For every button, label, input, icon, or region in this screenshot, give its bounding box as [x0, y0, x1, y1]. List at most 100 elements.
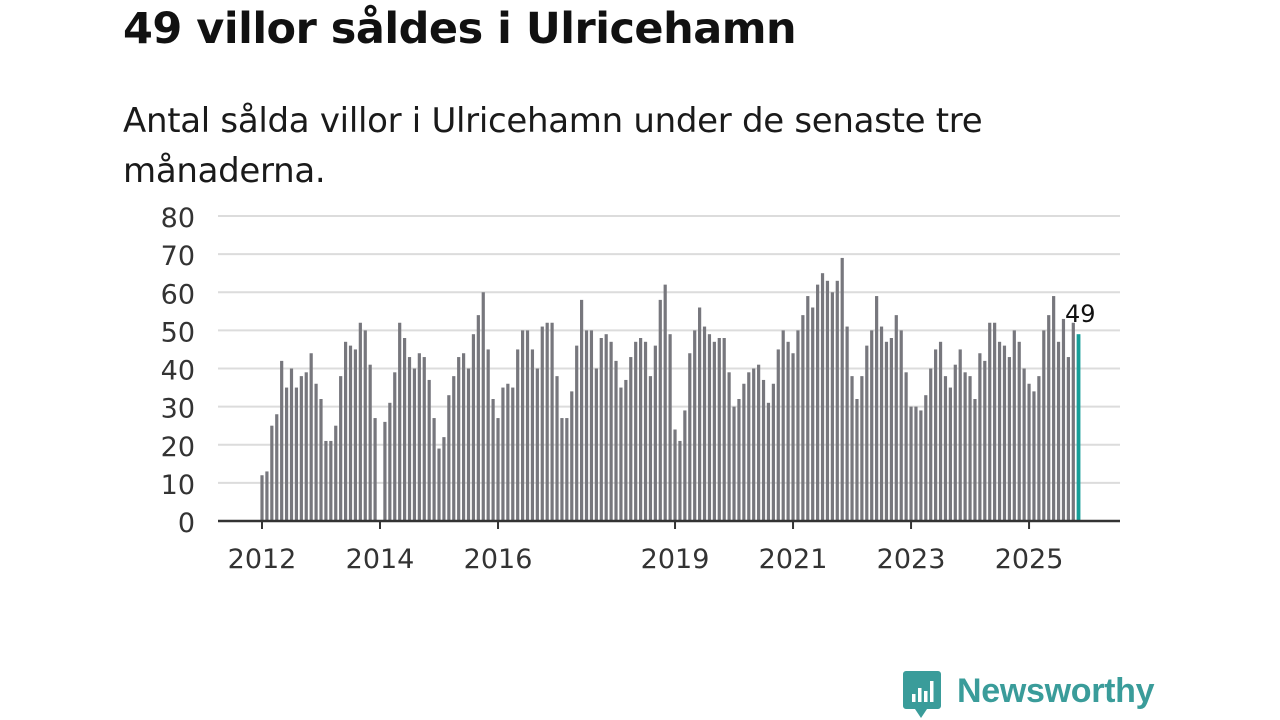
bar: [786, 341, 790, 521]
bar: [870, 330, 874, 522]
bar: [914, 406, 918, 522]
bar: [570, 391, 574, 522]
bar: [599, 338, 603, 521]
bar: [501, 387, 505, 521]
bar: [393, 372, 397, 521]
y-tick-label: 60: [161, 279, 195, 310]
y-tick-label: 0: [178, 508, 195, 539]
bar: [604, 334, 608, 521]
bar: [879, 326, 884, 521]
bar-chart: 0 10 20 30 40 50 60 70 80 2012 2014 2016 2019 2021 202…: [161, 203, 1120, 575]
bar: [265, 471, 269, 521]
bar: [993, 322, 997, 521]
bar: [368, 364, 372, 521]
bar: [388, 402, 392, 521]
bar: [1056, 341, 1061, 521]
bar: [909, 406, 913, 522]
bar: [919, 410, 923, 521]
bar: [260, 475, 264, 521]
bar: [442, 437, 446, 522]
bar: [643, 341, 648, 521]
bar: [673, 429, 677, 521]
bar: [791, 353, 795, 521]
bar: [452, 376, 456, 522]
bar: [560, 418, 564, 521]
x-tick-label: 2025: [995, 544, 1064, 575]
bar: [506, 383, 510, 521]
bar: [289, 368, 294, 521]
bar: [511, 387, 515, 521]
y-tick-label: 50: [161, 317, 195, 348]
bar: [776, 349, 780, 521]
bar: [575, 345, 579, 522]
bar: [727, 372, 731, 521]
bar: [683, 410, 687, 521]
bar: [402, 338, 407, 521]
y-tick-label: 10: [161, 470, 195, 501]
bar: [820, 273, 825, 521]
y-tick-label: 70: [161, 241, 195, 272]
bar: [801, 315, 805, 522]
x-tick-label: 2012: [228, 544, 297, 575]
bar: [324, 440, 328, 521]
bar: [614, 360, 618, 522]
bar: [639, 338, 643, 521]
bar: [275, 414, 279, 521]
x-tick-label: 2014: [346, 544, 415, 575]
bar: [457, 357, 461, 521]
bar: [766, 402, 771, 521]
bar: [1032, 391, 1036, 522]
bar: [722, 338, 726, 521]
bar: [737, 399, 741, 521]
bar: [314, 383, 318, 521]
newsworthy-logo-icon: [903, 671, 941, 718]
bar: [280, 360, 284, 522]
bar: [270, 425, 274, 521]
bar: [702, 326, 707, 521]
bar: [476, 315, 480, 522]
y-tick-label: 40: [161, 356, 195, 387]
bar: [294, 387, 299, 521]
bar: [373, 418, 377, 521]
bar: [943, 376, 948, 522]
bar: [584, 330, 589, 522]
bar: [589, 330, 594, 522]
bar: [845, 326, 849, 521]
bar: [427, 379, 431, 521]
bar: [412, 368, 417, 521]
bar: [496, 418, 500, 521]
bar: [889, 338, 893, 521]
bar: [830, 292, 834, 521]
bar: [1066, 357, 1070, 521]
bar: [816, 284, 820, 522]
bar: [619, 387, 623, 521]
bar: [634, 341, 638, 521]
bar: [934, 349, 938, 521]
bar: [1022, 368, 1026, 521]
x-tick-label: 2023: [877, 544, 946, 575]
bar: [860, 376, 864, 522]
y-tick-label: 20: [161, 432, 195, 463]
bar: [1007, 357, 1011, 521]
bar: [422, 357, 426, 521]
bar: [1071, 322, 1075, 521]
bar: [884, 341, 889, 521]
bar: [319, 399, 323, 521]
chart-subtitle: Antal sålda villor i Ulricehamn under de…: [123, 101, 983, 191]
x-tick-label: 2016: [464, 544, 533, 575]
bar: [894, 315, 898, 522]
bar: [594, 368, 598, 521]
last-value-label: 49: [1065, 300, 1096, 328]
bar: [796, 330, 800, 522]
bar: [712, 341, 716, 521]
newsworthy-logo: Newsworthy: [902, 670, 1155, 720]
bar: [698, 307, 702, 521]
bar: [1027, 383, 1031, 521]
newsworthy-logo-text: Newsworthy: [957, 672, 1155, 710]
bar: [757, 364, 761, 521]
bar: [811, 307, 815, 521]
bar: [284, 387, 289, 521]
bar: [329, 440, 333, 521]
bar: [309, 353, 313, 521]
bar: [580, 299, 584, 522]
